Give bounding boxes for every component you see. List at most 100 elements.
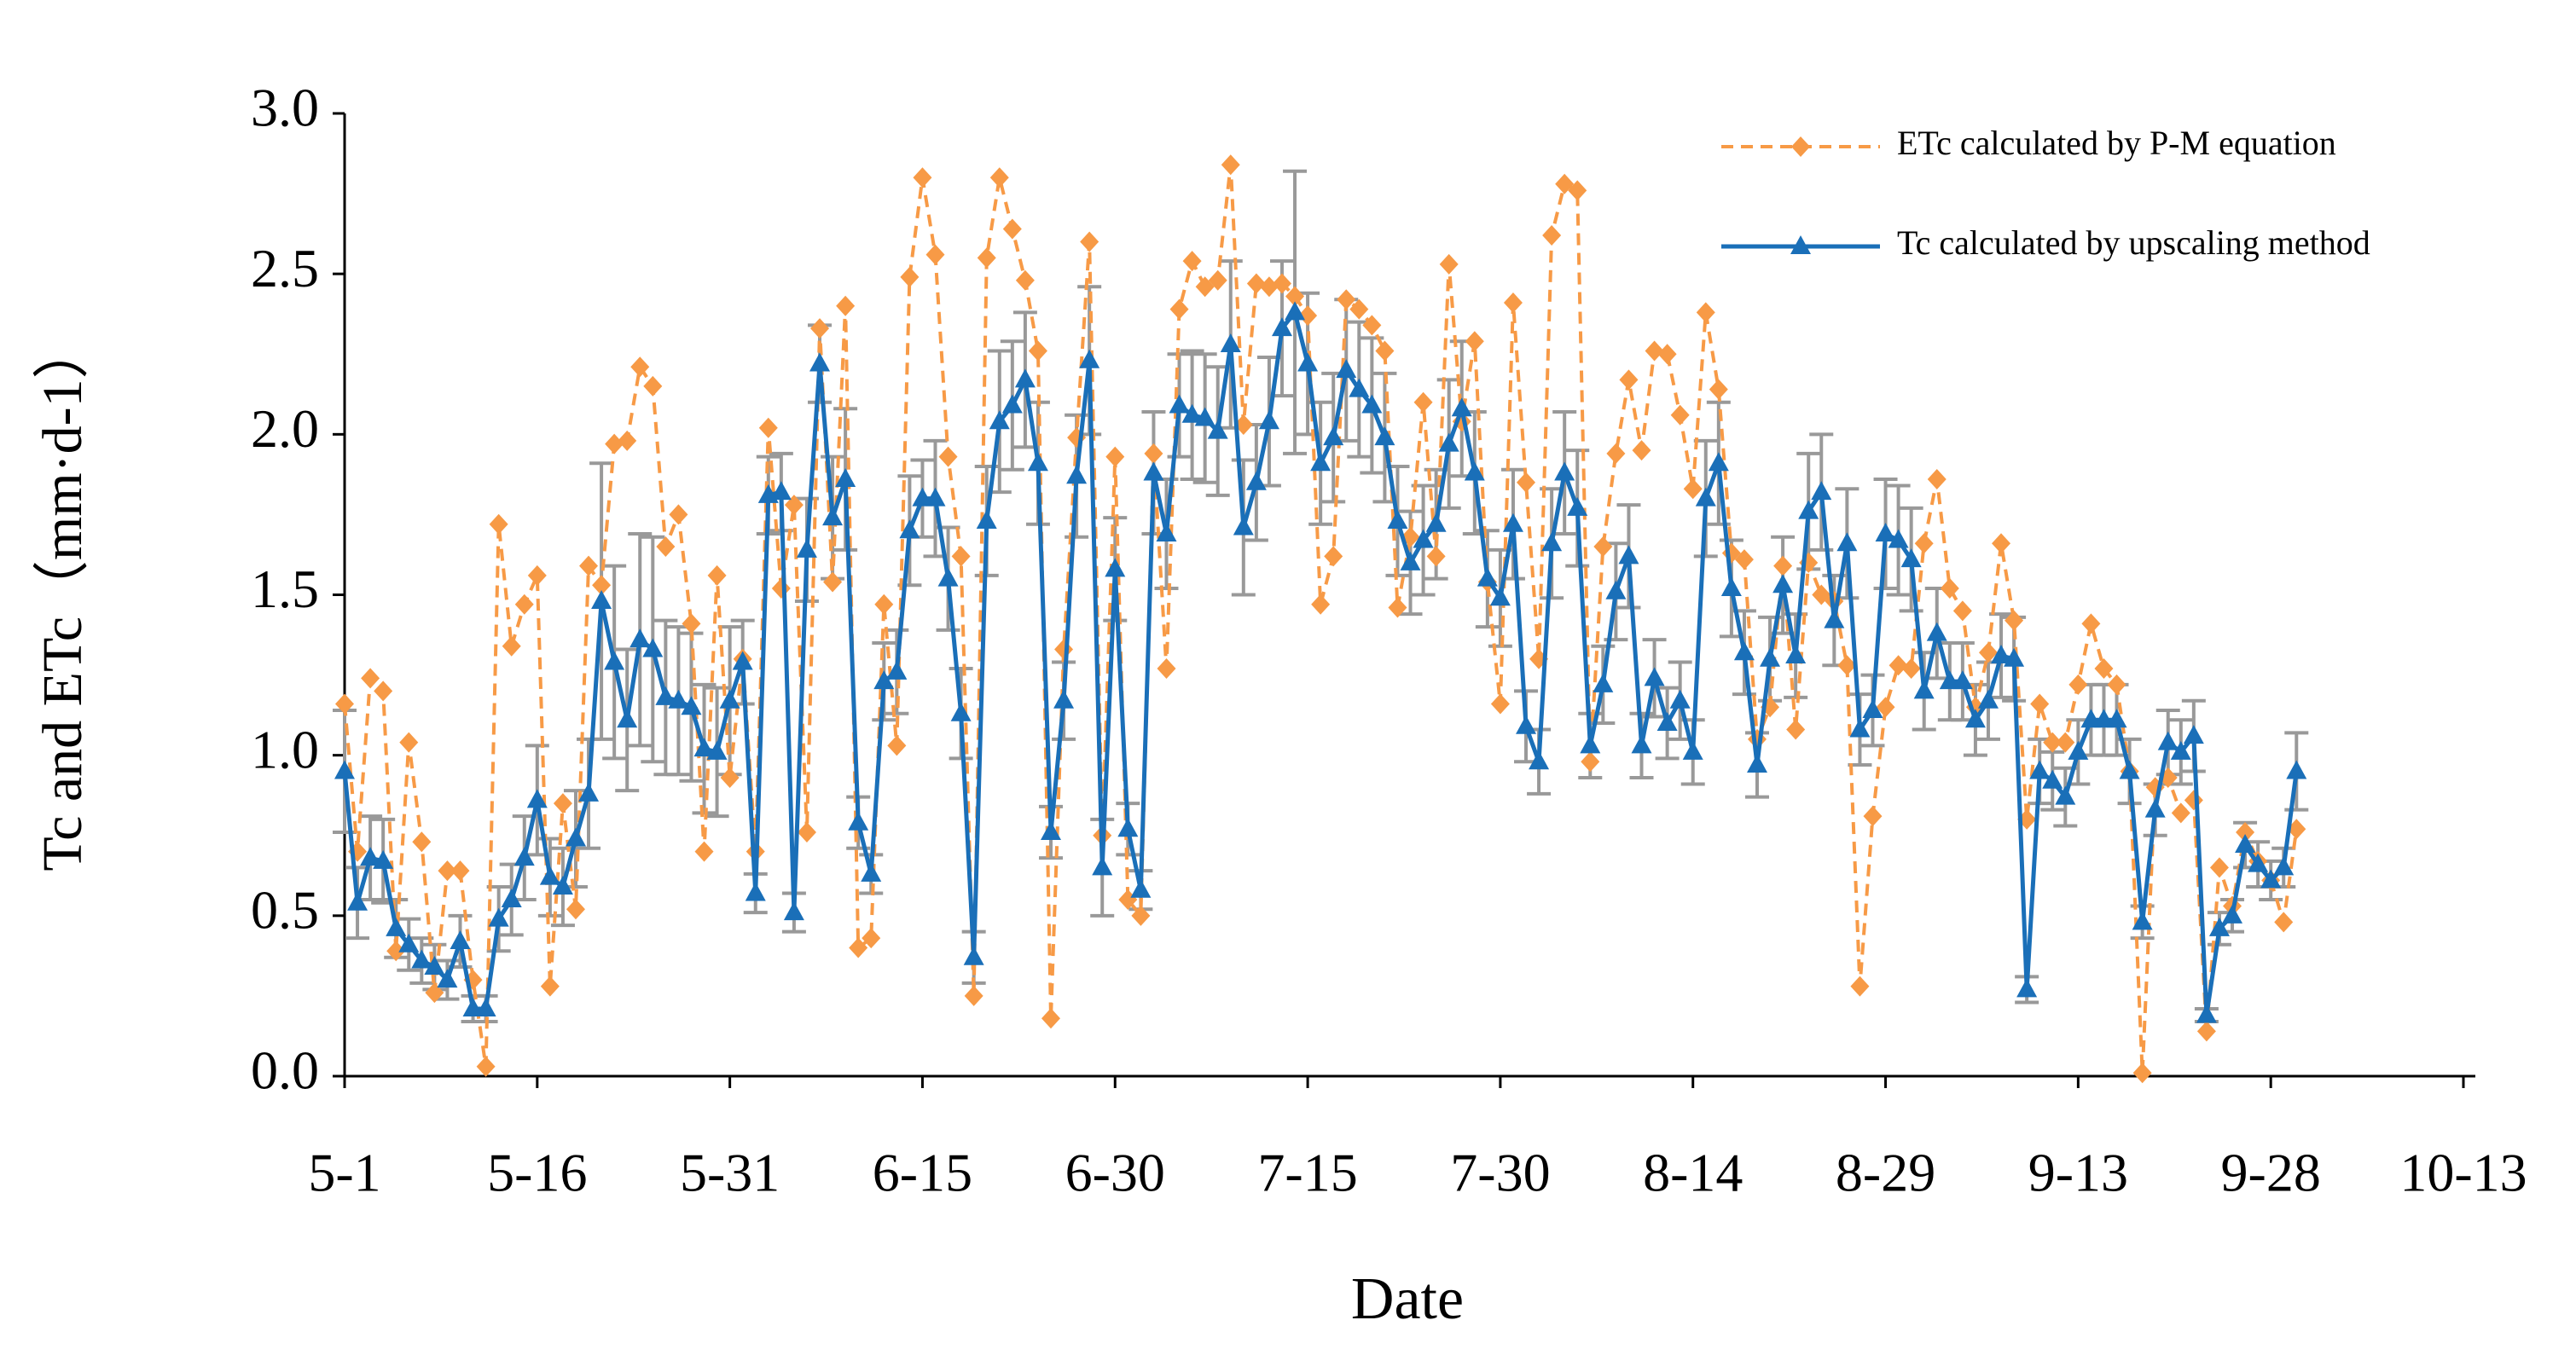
series-marker xyxy=(770,481,792,501)
series-marker xyxy=(668,689,689,709)
series-marker xyxy=(2171,802,2190,824)
series-marker xyxy=(771,577,791,599)
series-marker xyxy=(1297,352,1319,372)
series-marker xyxy=(334,760,355,779)
series-marker xyxy=(1709,379,1728,400)
series-marker xyxy=(1169,298,1189,320)
series-line xyxy=(343,164,2299,1074)
legend-label: ETc calculated by P-M equation xyxy=(1897,124,2336,162)
series-marker xyxy=(591,590,612,610)
series-marker xyxy=(1066,465,1088,484)
series-marker xyxy=(2236,821,2255,843)
series-marker xyxy=(347,891,368,911)
series-marker xyxy=(822,507,844,526)
series-marker xyxy=(1888,529,1909,548)
series-marker xyxy=(758,417,778,438)
series-marker xyxy=(2068,674,2088,695)
series-marker xyxy=(1425,512,1447,532)
series-marker xyxy=(425,982,444,1004)
series-marker xyxy=(540,976,560,997)
series-marker xyxy=(1272,273,1291,294)
series-marker xyxy=(1785,645,1807,664)
series-marker xyxy=(1952,600,1972,622)
series-marker xyxy=(655,686,676,705)
series-marker xyxy=(1208,269,1227,291)
series-marker xyxy=(1375,340,1395,362)
series-marker xyxy=(1696,302,1715,323)
series-marker xyxy=(797,821,816,843)
series-marker xyxy=(1836,532,1858,552)
series-marker xyxy=(964,985,983,1006)
series-marker xyxy=(1772,574,1794,594)
series-marker xyxy=(1517,472,1536,493)
series-marker xyxy=(2005,610,2024,631)
x-tick-label: 5-31 xyxy=(680,1143,780,1203)
series-marker xyxy=(784,495,804,516)
series-marker xyxy=(2106,709,2127,728)
series-marker xyxy=(669,504,688,525)
series-marker xyxy=(1054,639,1074,660)
series-marker xyxy=(977,247,996,269)
y-tick-label: 3.0 xyxy=(251,78,319,138)
series-marker xyxy=(913,167,932,188)
series-marker xyxy=(1734,549,1754,570)
series-marker xyxy=(2094,658,2114,680)
series-marker xyxy=(438,860,457,882)
series-marker xyxy=(2196,1021,2216,1042)
series-marker xyxy=(2274,912,2294,933)
series-marker xyxy=(1914,533,1934,554)
series-marker xyxy=(1606,443,1626,464)
series-marker xyxy=(1913,680,1935,699)
series-marker xyxy=(925,244,945,265)
series-marker xyxy=(1323,426,1344,446)
series-marker xyxy=(1516,715,1537,734)
series-marker xyxy=(1285,301,1306,321)
series-marker xyxy=(1337,289,1356,310)
series-marker xyxy=(2144,798,2166,818)
series-marker xyxy=(1502,512,1523,532)
series-marker xyxy=(1708,452,1729,472)
series-marker xyxy=(706,740,728,760)
series-marker xyxy=(950,702,972,721)
series-marker xyxy=(810,318,830,339)
series-marker xyxy=(1733,641,1755,661)
series-marker xyxy=(951,546,971,567)
series-marker xyxy=(2004,647,2025,667)
series-marker xyxy=(1850,976,1870,997)
series-marker xyxy=(2056,732,2075,753)
series-marker xyxy=(1298,305,1318,327)
series-marker xyxy=(1669,689,1691,709)
series-marker xyxy=(604,651,625,670)
series-marker xyxy=(1992,533,2011,554)
series-marker xyxy=(617,709,638,728)
series-marker xyxy=(450,860,470,882)
series-marker xyxy=(2068,740,2089,760)
series-marker xyxy=(1143,461,1164,481)
series-marker xyxy=(1157,658,1176,680)
series-marker xyxy=(1593,536,1613,558)
x-tick-label: 5-16 xyxy=(487,1143,587,1203)
series-marker xyxy=(693,738,715,757)
x-tick-label: 9-28 xyxy=(2221,1143,2321,1203)
series-marker xyxy=(1542,225,1562,246)
series-marker xyxy=(2183,725,2204,744)
series-marker xyxy=(1439,253,1459,275)
series-marker xyxy=(1644,667,1665,686)
series-marker xyxy=(1451,397,1472,417)
series-marker xyxy=(963,946,984,965)
series-marker xyxy=(1876,697,1895,718)
series-marker xyxy=(553,793,572,814)
series-marker xyxy=(1400,551,1421,570)
series-marker xyxy=(1593,673,1614,692)
series-marker xyxy=(1156,522,1177,541)
series-marker xyxy=(2119,760,2140,779)
legend-marker xyxy=(1790,235,1811,254)
series-marker xyxy=(1413,529,1434,548)
series-marker xyxy=(1798,500,1819,519)
series-marker xyxy=(1181,403,1203,423)
series-marker xyxy=(514,594,534,615)
series-marker xyxy=(1387,509,1408,529)
series-marker xyxy=(1568,180,1587,201)
series-marker xyxy=(1618,545,1639,565)
series-marker xyxy=(488,907,509,927)
